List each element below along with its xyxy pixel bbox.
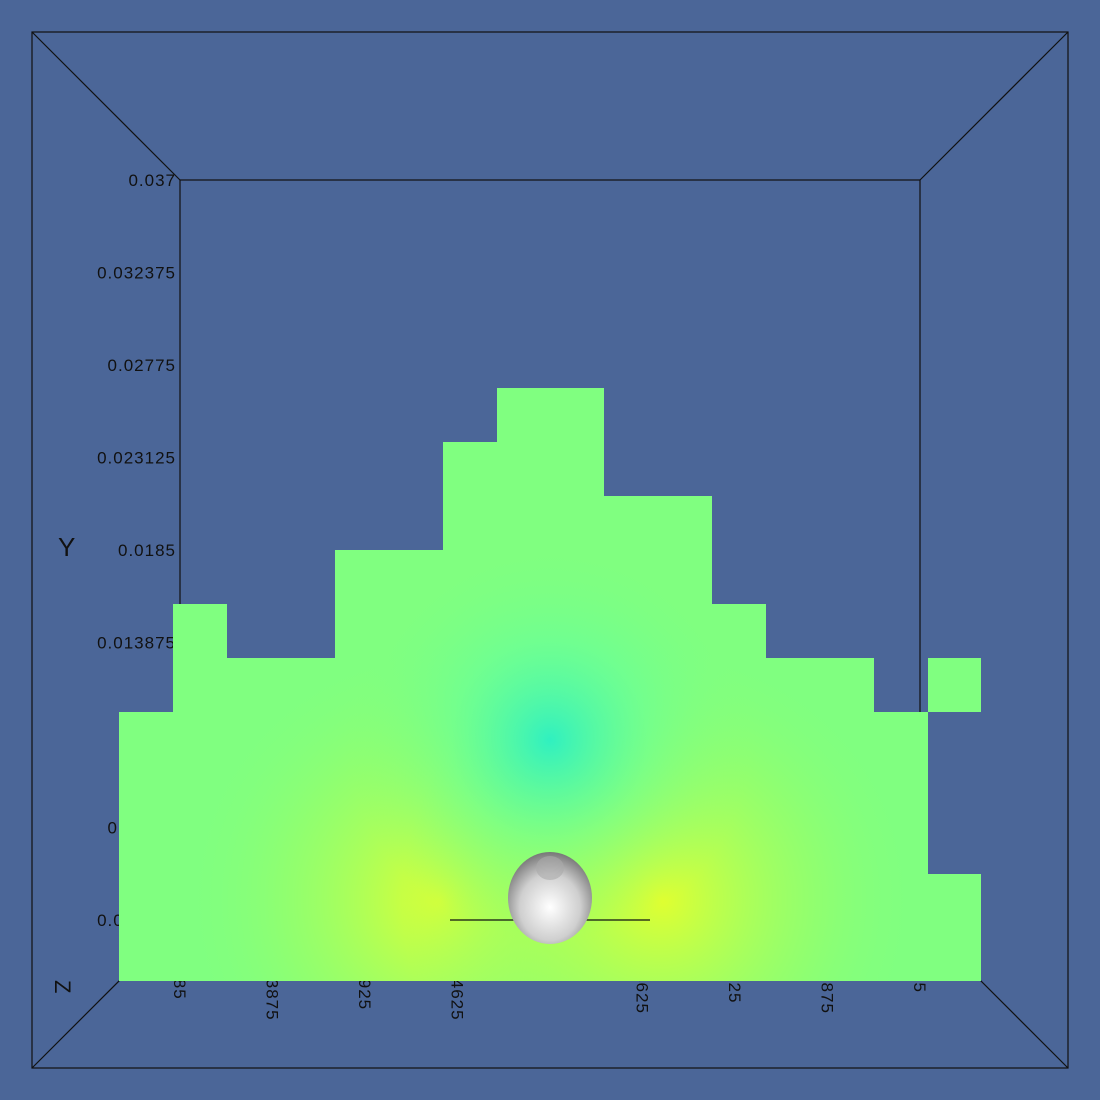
y-tick-label: 0.037: [128, 171, 176, 190]
y-tick-label: 0.0185: [118, 541, 176, 560]
y-tick-label: 0.013875: [97, 634, 176, 653]
y-tick-label: 0.023125: [97, 449, 176, 468]
y-axis-label: Y: [58, 532, 76, 562]
heatmap-cell: [928, 658, 981, 712]
y-tick-label: 0.02775: [108, 356, 176, 375]
y-tick-label: 0.032375: [97, 264, 176, 283]
object-3d: [508, 852, 592, 944]
z-axis-label: Z: [50, 980, 75, 994]
